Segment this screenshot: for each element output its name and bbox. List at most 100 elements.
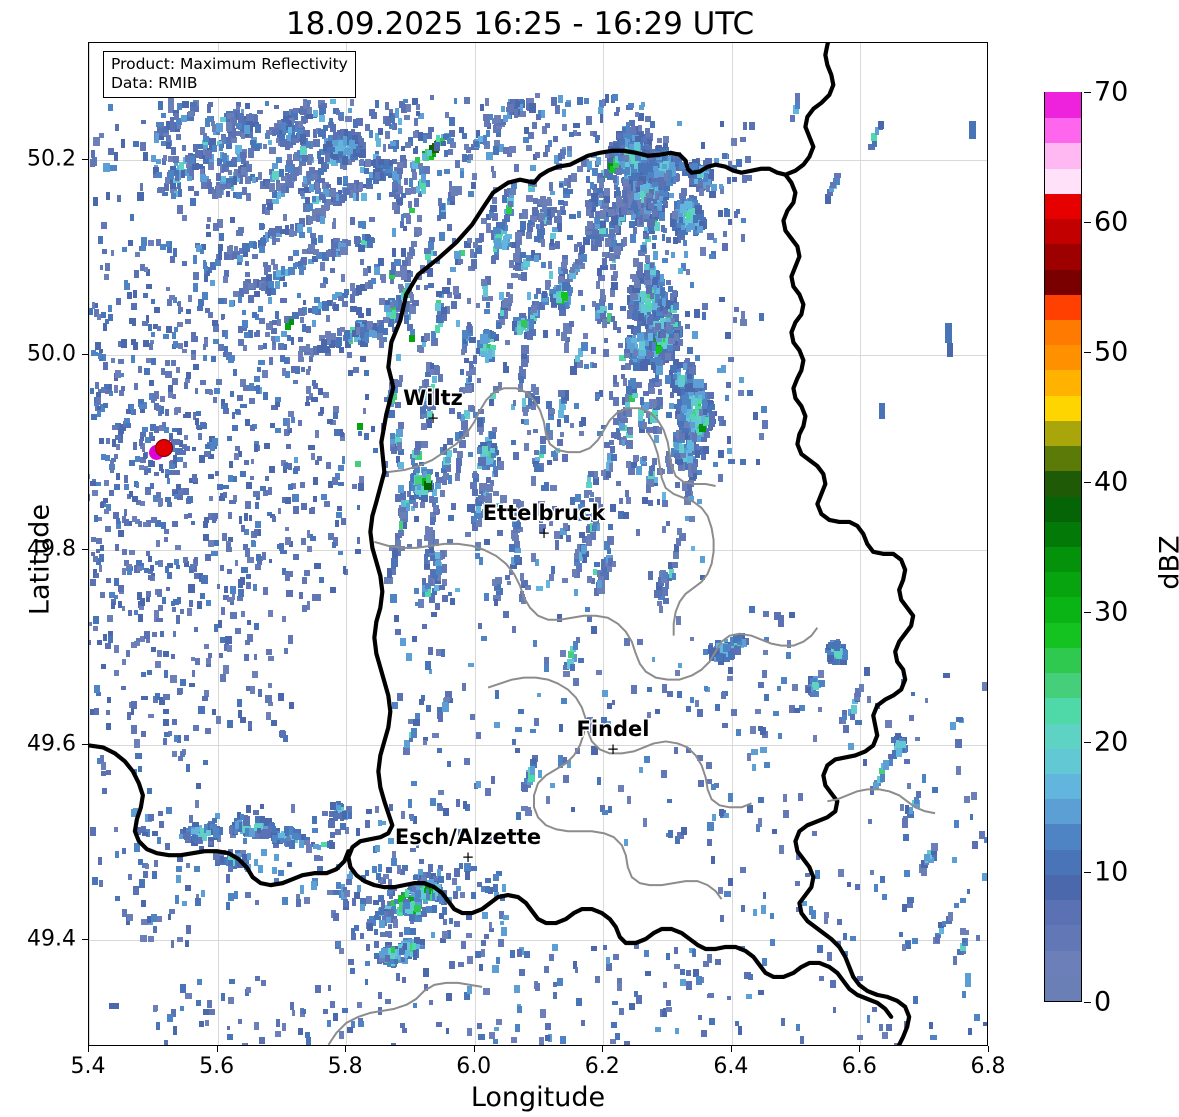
radar-echo-cell (613, 111, 620, 117)
radar-echo-cell (740, 318, 747, 326)
radar-echo-cell (223, 276, 229, 283)
radar-echo-cell (521, 345, 529, 355)
radar-echo-cell (236, 112, 244, 121)
radar-echo-cell (383, 470, 390, 478)
radar-echo-cell (544, 279, 551, 288)
radar-echo-cell (106, 709, 111, 715)
radar-echo-cell (244, 513, 248, 521)
radar-echo-cell (728, 459, 735, 465)
radar-echo-cell (497, 382, 503, 390)
radar-echo-cell (240, 133, 246, 139)
radar-echo-cell (559, 404, 567, 411)
radar-echo-cell (324, 201, 329, 211)
radar-echo-cell (210, 120, 216, 127)
radar-echo-cell (632, 258, 640, 267)
radar-echo-cell (431, 612, 438, 618)
radar-echo-cell (306, 159, 312, 165)
radar-echo-cell (216, 192, 222, 199)
radar-echo-cell (116, 297, 122, 306)
radar-echo-cell (293, 107, 299, 114)
radar-echo-cell (128, 240, 134, 247)
radar-echo-cell (423, 165, 431, 175)
radar-echo-cell (562, 454, 568, 463)
radar-echo-cell (670, 252, 676, 258)
radar-echo-cell (312, 173, 318, 181)
radar-echo-cell (311, 196, 318, 202)
radar-echo-cell (599, 220, 606, 228)
radar-echo-cell (658, 605, 664, 613)
radar-echo-cell (267, 140, 273, 146)
radar-echo-cell (721, 242, 729, 251)
radar-echo-cell (610, 503, 617, 512)
radar-echo-cell (258, 245, 265, 254)
radar-echo-cell (446, 223, 452, 231)
radar-echo-cell (788, 611, 795, 618)
radar-echo-cell (243, 459, 250, 466)
radar-echo-cell (398, 521, 404, 531)
radar-echo-cell (658, 212, 665, 221)
radar-echo-cell (160, 630, 165, 638)
radar-echo-cell (555, 284, 562, 292)
radar-echo-cell (164, 359, 170, 366)
radar-echo-cell (549, 190, 556, 196)
radar-echo-cell (165, 176, 170, 184)
radar-echo-cell (413, 516, 419, 523)
radar-echo-cell (493, 470, 499, 478)
radar-echo-cell (607, 145, 614, 152)
radar-echo-cell (698, 408, 704, 417)
radar-echo-cell (188, 583, 195, 593)
radar-echo-cell (513, 109, 519, 119)
radar-echo-cell (591, 167, 598, 176)
radar-echo-cell (199, 173, 207, 183)
radar-echo-cell (628, 143, 634, 150)
radar-echo-cell (302, 577, 307, 584)
radar-echo-cell (271, 129, 276, 137)
radar-echo-cell (455, 464, 462, 474)
radar-echo-cell (542, 152, 548, 157)
radar-echo-cell (663, 149, 670, 156)
radar-echo-cell (257, 109, 264, 115)
radar-echo-cell (357, 423, 363, 430)
radar-echo-cell (732, 317, 738, 324)
radar-echo-cell (114, 594, 118, 600)
radar-echo-cell (868, 143, 875, 150)
radar-echo-cell (735, 159, 742, 168)
radar-echo-cell (208, 474, 214, 480)
radar-echo-cell (648, 388, 656, 395)
radar-echo-cell (100, 664, 106, 670)
radar-echo-cell (141, 447, 146, 453)
radar-echo-cell (162, 596, 167, 604)
radar-echo-cell (121, 658, 126, 665)
radar-echo-cell (212, 130, 217, 136)
radar-echo-cell (460, 349, 466, 355)
map-plot-area[interactable]: Wiltz + Ettelbruck + Findel + Esch/Alzet… (88, 42, 988, 1046)
radar-echo-cell (794, 92, 800, 102)
radar-echo-cell (288, 701, 294, 710)
radar-echo-cell (872, 141, 878, 148)
radar-echo-cell (514, 547, 521, 554)
radar-echo-cell (310, 452, 316, 461)
radar-echo-cell (314, 181, 320, 191)
radar-echo-cell (650, 262, 655, 268)
radar-echo-cell (662, 298, 667, 306)
radar-echo-cell (223, 408, 229, 415)
radar-echo-cell (544, 122, 550, 129)
radar-echo-cell (246, 114, 254, 121)
radar-echo-cell (416, 214, 422, 222)
radar-echo-cell (286, 160, 293, 166)
radar-echo-cell (326, 198, 331, 205)
radar-echo-cell (353, 366, 359, 373)
radar-echo-cell (146, 358, 152, 364)
radar-echo-cell (240, 610, 245, 618)
radar-echo-cell (739, 459, 747, 465)
radar-echo-cell (442, 594, 448, 603)
radar-echo-cell (301, 115, 307, 125)
radar-echo-cell (223, 665, 230, 674)
radar-echo-cell (368, 217, 375, 223)
radar-echo-cell (562, 774, 570, 783)
radar-echo-cell (565, 102, 571, 108)
radar-echo-cell (307, 226, 313, 234)
radar-echo-cell (578, 431, 584, 436)
radar-echo-cell (308, 184, 314, 193)
radar-echo-cell (520, 591, 525, 598)
